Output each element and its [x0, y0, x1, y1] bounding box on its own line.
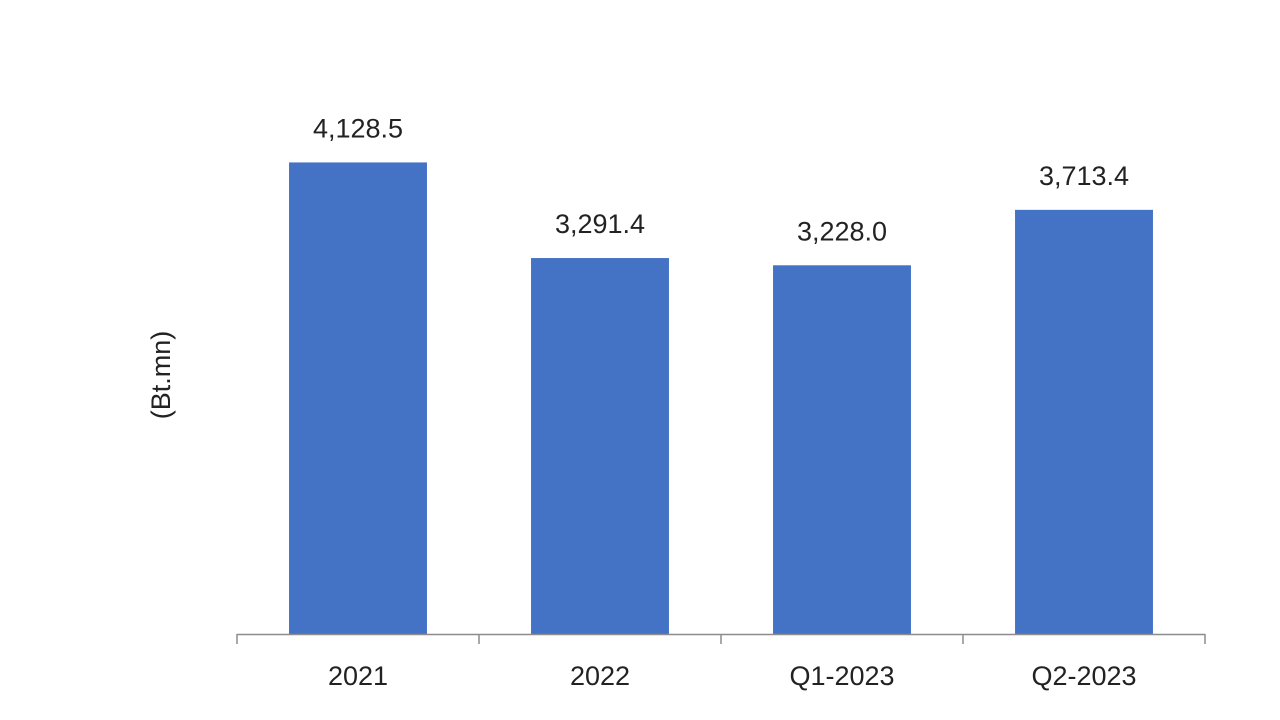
x-tick-label: Q1-2023 — [789, 661, 894, 691]
y-axis-label: (Bt.mn) — [146, 331, 176, 420]
x-tick-label: 2022 — [570, 661, 630, 691]
x-tick-label: Q2-2023 — [1031, 661, 1136, 691]
data-label: 3,228.0 — [797, 216, 887, 246]
x-tick-label: 2021 — [328, 661, 388, 691]
data-label: 3,291.4 — [555, 209, 645, 239]
bar — [289, 162, 427, 635]
bar — [773, 265, 911, 634]
bar — [531, 258, 669, 634]
data-label: 3,713.4 — [1039, 161, 1129, 191]
bar — [1015, 209, 1153, 634]
data-label: 4,128.5 — [313, 114, 403, 144]
